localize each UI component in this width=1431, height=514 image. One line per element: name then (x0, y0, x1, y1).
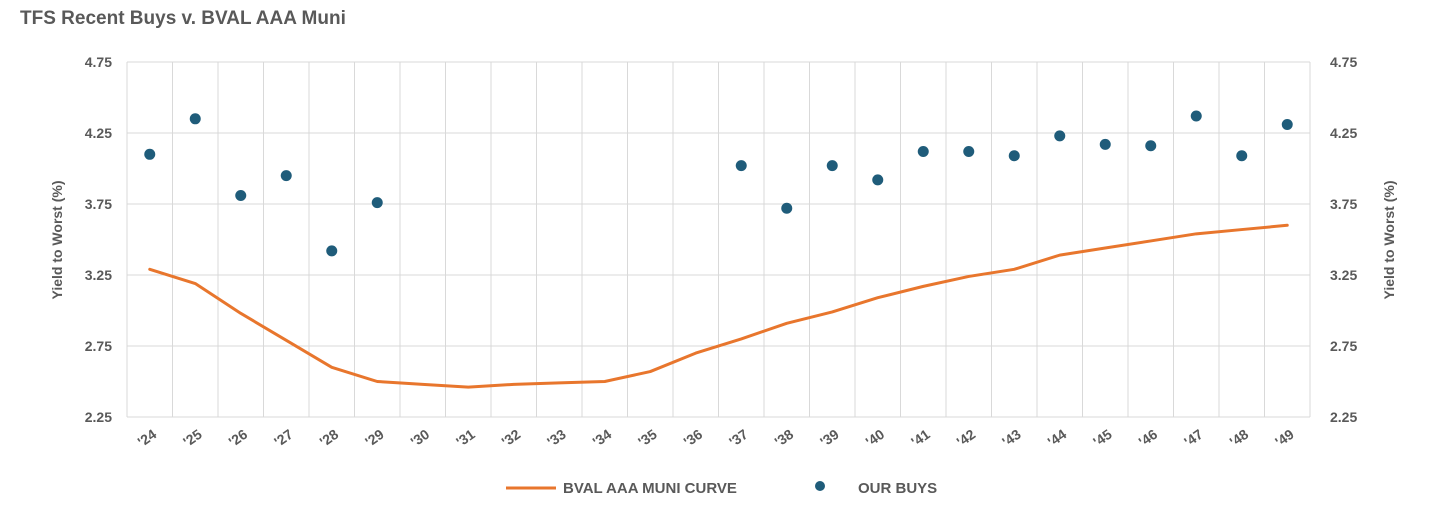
y-tick-right: 3.25 (1330, 267, 1357, 283)
our-buys-point (781, 202, 793, 214)
our-buys-point (1190, 110, 1202, 122)
y-tick-left: 3.25 (85, 267, 112, 283)
our-buys-point (1145, 140, 1157, 152)
x-ticks: '24 '25 '26 '27 '28 '29 '30 '31 '32 '33 '34 '35 '36 '… (135, 426, 1297, 450)
x-tick-label: '35 (635, 426, 660, 450)
y-axis-label-right: Yield to Worst (%) (1381, 181, 1397, 300)
y-tick-right: 2.75 (1330, 338, 1357, 354)
our-buys-point (1054, 130, 1066, 142)
legend-dot-swatch (815, 481, 825, 491)
y-axis-label-left: Yield to Worst (%) (49, 181, 65, 300)
legend-label-buys: OUR BUYS (858, 480, 937, 497)
grid-lines (126, 61, 1311, 418)
y-ticks-left: 2.25 2.75 3.25 3.75 4.25 4.75 (85, 54, 112, 425)
our-buys-point (917, 145, 929, 157)
x-tick-label: '38 (772, 426, 797, 450)
x-tick-label: '37 (726, 426, 751, 450)
our-buys-point (189, 113, 201, 125)
our-buys-point (280, 170, 292, 182)
y-tick-right: 4.75 (1330, 54, 1357, 70)
x-tick-label: '39 (817, 426, 842, 450)
y-ticks-right: 2.25 2.75 3.25 3.75 4.25 4.75 (1330, 54, 1357, 425)
series-our-buys (144, 110, 1293, 257)
x-tick-label: '33 (544, 426, 569, 450)
x-tick-label: '46 (1136, 426, 1161, 450)
our-buys-point (1281, 118, 1293, 130)
chart-title: TFS Recent Buys v. BVAL AAA Muni (20, 8, 346, 29)
our-buys-point (371, 197, 383, 209)
x-tick-label: '34 (590, 426, 615, 450)
x-tick-label: '24 (135, 426, 160, 450)
x-tick-label: '28 (317, 426, 342, 450)
x-tick-label: '43 (999, 426, 1024, 450)
x-tick-label: '30 (408, 426, 433, 450)
bval-curve-line (148, 223, 1289, 389)
x-tick-label: '44 (1045, 426, 1070, 450)
x-tick-label: '29 (362, 426, 387, 450)
x-tick-label: '48 (1227, 426, 1252, 450)
x-tick-label: '45 (1090, 426, 1115, 450)
our-buys-point (826, 160, 838, 172)
y-tick-left: 4.75 (85, 54, 112, 70)
y-tick-left: 2.75 (85, 338, 112, 354)
x-tick-label: '40 (863, 426, 888, 450)
series-bval-line (148, 223, 1289, 389)
our-buys-point (326, 245, 338, 257)
x-tick-label: '47 (1181, 426, 1206, 450)
y-tick-right: 2.25 (1330, 409, 1357, 425)
x-tick-label: '49 (1272, 426, 1297, 450)
our-buys-point (144, 148, 156, 160)
x-tick-label: '42 (954, 426, 979, 450)
x-tick-label: '25 (180, 426, 205, 450)
x-tick-label: '32 (499, 426, 524, 450)
our-buys-point (963, 145, 975, 157)
y-tick-right: 3.75 (1330, 196, 1357, 212)
legend-label-bval: BVAL AAA MUNI CURVE (563, 480, 737, 497)
our-buys-point (1099, 138, 1111, 150)
y-tick-left: 2.25 (85, 409, 112, 425)
our-buys-point (872, 174, 884, 186)
our-buys-point (1236, 150, 1248, 162)
y-tick-left: 4.25 (85, 125, 112, 141)
x-tick-label: '36 (681, 426, 706, 450)
x-tick-label: '31 (453, 426, 478, 450)
our-buys-point (235, 189, 247, 201)
x-tick-label: '41 (908, 426, 933, 450)
our-buys-point (735, 160, 747, 172)
y-tick-left: 3.75 (85, 196, 112, 212)
legend: BVAL AAA MUNI CURVE OUR BUYS (506, 480, 937, 497)
x-tick-label: '26 (226, 426, 251, 450)
our-buys-point (1008, 150, 1020, 162)
y-tick-right: 4.25 (1330, 125, 1357, 141)
x-tick-label: '27 (271, 426, 296, 450)
